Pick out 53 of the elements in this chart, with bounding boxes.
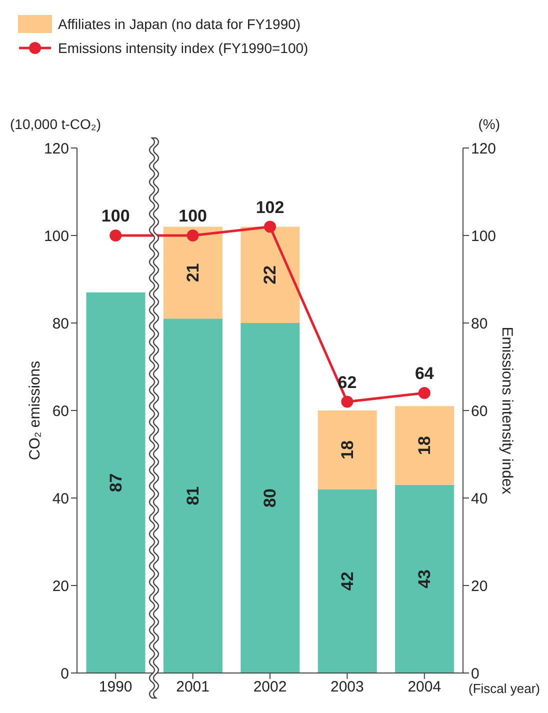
x-tick-label: 2003 <box>330 678 364 696</box>
y2-axis-title: Emissions intensity index <box>498 326 516 495</box>
bar <box>395 484 454 673</box>
data-label: 87 <box>106 473 126 492</box>
data-label: 100 <box>101 206 130 226</box>
bar <box>163 318 222 673</box>
x-tick-label: 2002 <box>253 678 287 696</box>
bar <box>318 410 377 490</box>
point <box>110 230 122 242</box>
text: (10,000 t-CO₂) <box>10 116 102 132</box>
y2-tick-label: 80 <box>471 315 488 332</box>
bar <box>163 226 222 319</box>
data-label: 42 <box>338 572 357 591</box>
data-label: 64 <box>414 364 434 383</box>
point <box>418 387 430 399</box>
data-label: 43 <box>415 569 434 588</box>
y2-tick-label: 0 <box>471 665 480 682</box>
bar <box>240 323 300 673</box>
y2-tick-label: 120 <box>471 140 496 158</box>
x-axis-title: (Fiscal year) <box>466 681 540 696</box>
point <box>341 396 354 408</box>
bar <box>395 406 454 485</box>
data-label: 22 <box>260 265 280 284</box>
y2-tick-label: 40 <box>471 490 488 508</box>
data-label: 80 <box>260 488 280 508</box>
y-tick-label: 20 <box>52 578 69 595</box>
bar <box>86 292 146 673</box>
data-label: 18 <box>415 436 434 455</box>
data-label: 81 <box>183 486 202 506</box>
data-label: 100 <box>178 206 207 226</box>
y2-tick-label: 20 <box>471 578 488 595</box>
text: (%) <box>478 116 500 132</box>
point <box>186 230 199 242</box>
y-tick-label: 40 <box>52 490 69 508</box>
bar <box>240 226 300 323</box>
bar <box>318 489 377 673</box>
y-tick-label: 120 <box>44 140 69 158</box>
y-tick-label: 100 <box>44 228 69 245</box>
y-tick-label: 60 <box>52 402 69 420</box>
legend-label: Affiliates in Japan (no data for FY1990) <box>58 16 301 32</box>
x-tick-label: 1990 <box>98 678 132 696</box>
data-label: 18 <box>338 440 357 460</box>
point <box>264 220 276 233</box>
y-axis-title: CO₂ emissions <box>26 360 44 460</box>
x-tick-label: 2001 <box>176 678 210 696</box>
legend-label: Emissions intensity index (FY1990=100) <box>58 40 308 56</box>
y-tick-label: 80 <box>52 315 69 332</box>
y2-tick-label: 100 <box>471 228 496 245</box>
y2-tick-label: 60 <box>471 402 488 420</box>
y-tick-label: 0 <box>60 665 69 682</box>
x-tick-label: 2004 <box>408 678 442 696</box>
data-label: 102 <box>256 198 284 217</box>
data-label: 21 <box>183 263 202 282</box>
